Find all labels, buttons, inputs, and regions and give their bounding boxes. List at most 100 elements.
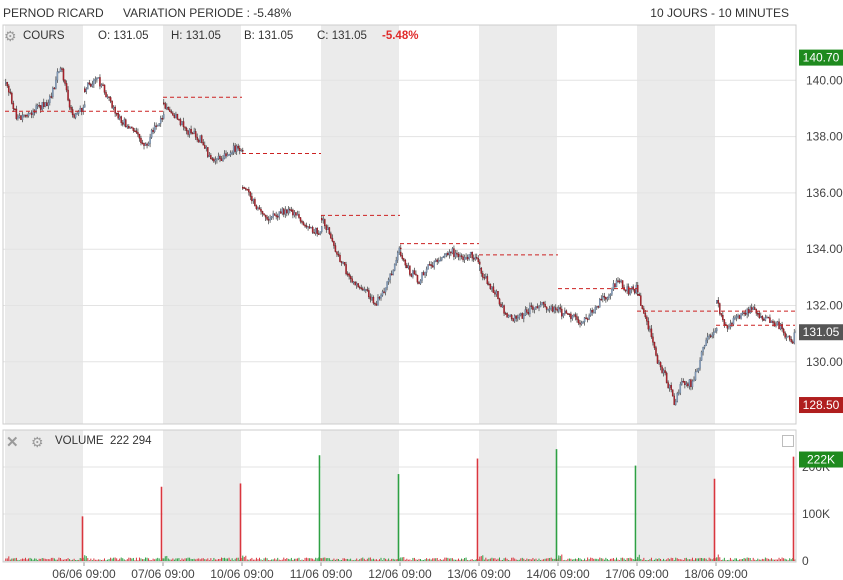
candle — [719, 302, 721, 316]
gear-icon[interactable]: ⚙ — [31, 434, 44, 450]
checkbox-icon[interactable] — [782, 435, 794, 447]
candle-body — [637, 284, 639, 293]
candle-body — [548, 308, 551, 310]
candle-body — [20, 115, 22, 120]
candle — [263, 213, 265, 216]
candle-body — [293, 212, 296, 216]
candle — [665, 371, 668, 384]
candle-body — [87, 82, 89, 90]
candle-body — [182, 121, 185, 128]
candle-body — [237, 145, 239, 149]
candle-body — [416, 275, 419, 283]
candle — [612, 280, 615, 292]
candle-body — [121, 122, 124, 125]
candle — [87, 82, 89, 90]
candle — [123, 117, 126, 127]
high-value: H: 131.05 — [171, 30, 221, 42]
candle — [311, 225, 314, 234]
candle — [529, 302, 531, 318]
candle — [138, 133, 141, 142]
candle — [141, 139, 144, 145]
candle — [472, 254, 475, 263]
candle — [149, 133, 151, 148]
price-tick-label: 132.00 — [806, 299, 843, 313]
close-icon[interactable]: ✕ — [6, 434, 19, 451]
candle-body — [495, 291, 498, 295]
candle — [526, 307, 528, 315]
candle-body — [343, 262, 346, 265]
candle-body — [433, 261, 435, 268]
candle-body — [392, 270, 394, 276]
candle-body — [646, 316, 648, 322]
candle — [308, 223, 311, 229]
candle — [479, 259, 481, 267]
candle-body — [99, 77, 101, 87]
candle — [351, 275, 353, 284]
candle-body — [454, 252, 457, 257]
candle-body — [223, 153, 226, 159]
candle — [687, 382, 689, 389]
candle-body — [621, 280, 624, 288]
candle — [419, 279, 422, 285]
candle-body — [59, 68, 62, 72]
candle-body — [362, 288, 364, 291]
candle-body — [422, 272, 425, 276]
candle — [591, 307, 593, 316]
candle-body — [204, 144, 206, 149]
candle-body — [38, 105, 40, 107]
candle — [321, 215, 323, 224]
candle — [363, 286, 366, 292]
candle-body — [618, 280, 621, 283]
candle — [140, 135, 142, 146]
candle-body — [706, 336, 709, 341]
candle-body — [138, 133, 141, 139]
candle — [588, 313, 590, 321]
candle-body — [200, 135, 203, 143]
candle — [684, 380, 686, 389]
candle-body — [497, 291, 499, 300]
candle-body — [769, 317, 771, 323]
period-selector[interactable]: 10 JOURS - 10 MINUTES — [650, 6, 789, 20]
candle-body — [241, 187, 244, 189]
candle — [649, 325, 651, 333]
candle — [480, 267, 483, 277]
candle — [623, 284, 625, 292]
candle — [542, 301, 545, 308]
candle — [611, 287, 613, 296]
candle-body — [738, 315, 741, 319]
candle — [296, 210, 299, 216]
candle — [515, 315, 517, 322]
candle — [366, 286, 369, 292]
candle-body — [632, 286, 634, 290]
candle — [723, 318, 726, 328]
candle-body — [302, 222, 305, 226]
candle-body — [441, 257, 443, 261]
candle — [20, 114, 22, 121]
x-tick-label: 12/06 09:00 — [368, 567, 432, 580]
candle — [451, 247, 454, 255]
x-tick-label: 06/06 09:00 — [52, 567, 116, 580]
candle — [717, 297, 720, 308]
candle-body — [477, 258, 479, 263]
candle — [345, 261, 347, 276]
candle — [712, 328, 715, 339]
candle-body — [720, 313, 723, 316]
candle — [56, 68, 59, 83]
candle — [365, 288, 367, 294]
candle — [716, 300, 718, 304]
candle — [778, 318, 780, 330]
candle-body — [668, 385, 671, 389]
candle — [498, 297, 501, 307]
candle — [705, 337, 707, 346]
candle — [9, 88, 12, 95]
candle — [678, 389, 680, 396]
candle — [400, 244, 402, 252]
candle-body — [53, 87, 56, 90]
candle-body — [711, 334, 713, 337]
candle — [679, 381, 682, 396]
candle-body — [708, 335, 710, 337]
gear-icon[interactable]: ⚙ — [4, 28, 17, 44]
candle-body — [650, 328, 653, 338]
candle — [152, 127, 154, 135]
candle-body — [178, 118, 180, 121]
